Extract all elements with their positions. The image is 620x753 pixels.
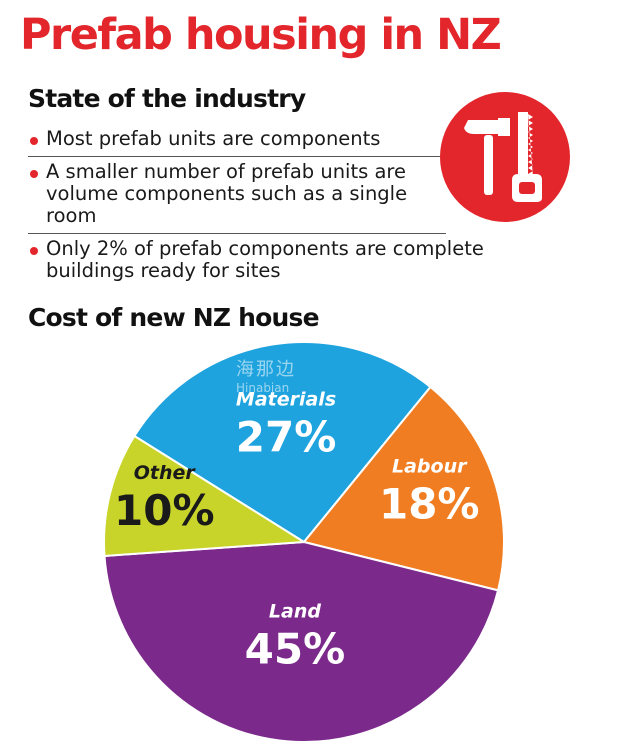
pie-slice-labour — [302, 385, 505, 592]
bullet-item: Only 2% of prefab components are complet… — [28, 234, 556, 288]
watermark: 海那边 Hinabian — [236, 355, 296, 395]
hammer-and-saw-icon — [438, 90, 572, 224]
watermark-en: Hinabian — [236, 381, 290, 395]
pie-slice-land — [103, 540, 500, 743]
slice-value-materials: 27% — [236, 412, 337, 461]
slice-label-labour: Labour — [392, 455, 468, 477]
page-title: Prefab housing in NZ — [20, 10, 502, 60]
chart-title: Cost of new NZ house — [28, 303, 320, 332]
pie-slice-other — [103, 434, 308, 558]
slice-value-labour: 18% — [379, 479, 480, 528]
bullet-item: A smaller number of prefab units are vol… — [28, 157, 446, 234]
slice-value-land: 45% — [245, 625, 346, 674]
slice-label-materials: Materials — [236, 388, 336, 410]
slice-value-other: 10% — [114, 486, 215, 535]
bullet-list: Most prefab units are components A small… — [28, 124, 538, 288]
section-subtitle: State of the industry — [28, 84, 306, 113]
pie-slice-materials — [133, 341, 432, 544]
slice-label-other: Other — [134, 462, 197, 484]
slice-label-land: Land — [269, 601, 321, 623]
bullet-item: Most prefab units are components — [28, 124, 446, 157]
watermark-cn: 海那边 — [236, 359, 296, 380]
